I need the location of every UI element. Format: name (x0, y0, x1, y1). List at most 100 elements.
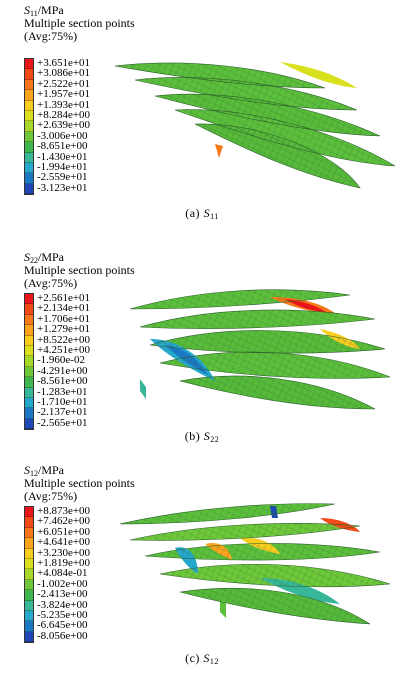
legend-swatch (25, 345, 33, 357)
legend-swatch (25, 59, 33, 70)
legend-level-label: +2.639e+00 (37, 119, 91, 132)
legend-level-label: +1.279e+01 (37, 323, 91, 336)
legend-swatch (25, 294, 33, 305)
legend-subtitle-a: Multiple section points (24, 16, 135, 30)
legend-swatch (25, 387, 33, 398)
legend-level-label: +1.819e+00 (37, 556, 91, 569)
legend-level-label: -1.002e+00 (37, 577, 88, 590)
legend-level-label: -1.430e+01 (37, 150, 88, 163)
legend-level-label: +4.251e+00 (37, 343, 91, 356)
legend-level-label: +8.522e+00 (37, 333, 91, 346)
legend-swatch (25, 548, 33, 559)
legend-swatch (25, 314, 33, 326)
legend-title-unit-c: /MPa (38, 463, 65, 477)
legend-level-label: -2.565e+01 (37, 416, 88, 429)
legend-swatch (25, 173, 33, 184)
legend-swatch (25, 408, 33, 419)
legend-swatch (25, 579, 33, 591)
legend-avg-b: (Avg:75%) (24, 276, 78, 290)
blade-group-b (129, 289, 391, 410)
legend-swatch (25, 79, 33, 91)
legend-level-label: +1.957e+01 (37, 88, 91, 101)
panel-c: S12/MPa Multiple section points (Avg:75%… (0, 460, 404, 677)
legend-avg-c: (Avg:75%) (24, 489, 78, 503)
legend-level-label: -1.710e+01 (37, 395, 88, 408)
legend-title-b: S22/MPa (24, 251, 64, 267)
legend-title-unit-b: /MPa (38, 250, 65, 264)
legend-subtitle-c: Multiple section points (24, 476, 135, 490)
legend-level-label: +8.284e+00 (37, 108, 91, 121)
fe-contour-plot-a (114, 62, 396, 189)
legend-swatch (25, 325, 33, 336)
legend-level-label: +6.051e+00 (37, 525, 91, 538)
caption-subscript-b: 22 (210, 435, 220, 444)
legend-level-label: +3.651e+01 (37, 57, 91, 69)
legend-swatch (25, 121, 33, 132)
legend-level-label: +3.230e+00 (37, 546, 91, 559)
legend-level-label: +2.561e+01 (37, 292, 91, 304)
fe-contour-plot-c (120, 503, 391, 625)
legend-swatch (25, 590, 33, 601)
legend-title-c: S12/MPa (24, 464, 64, 480)
legend-level-label: -2.413e+00 (37, 588, 88, 601)
legend-level-label: -4.291e+00 (37, 364, 88, 377)
legend-level-label: -8.651e+00 (37, 140, 88, 153)
caption-subscript-a: 11 (210, 212, 219, 221)
legend-color-bar-c (24, 506, 34, 644)
caption-c: (c) S12 (0, 651, 404, 666)
legend-level-label: +2.134e+01 (37, 302, 91, 315)
legend-labels-a: +3.651e+01 +3.086e+01 +2.522e+01 +1.957e+01… (37, 57, 91, 194)
legend-swatch (25, 110, 33, 122)
legend-level-label: -8.056e+00 (37, 629, 88, 642)
legend-swatch (25, 631, 33, 643)
legend-swatch (25, 538, 33, 549)
legend-title-symbol-b: S (24, 250, 30, 264)
legend-level-label: -5.235e+00 (37, 608, 88, 621)
panel-b: S22/MPa Multiple section points (Avg:75%… (0, 247, 404, 450)
fe-contour-plot-b (129, 289, 391, 410)
legend-level-label: +7.462e+00 (37, 515, 91, 528)
caption-prefix-b: (b) (184, 429, 201, 443)
blade-group-c (120, 503, 391, 625)
blade-group-a (114, 62, 396, 189)
legend-level-label: -6.645e+00 (37, 619, 88, 632)
legend-level-label: +4.084e-01 (37, 567, 88, 580)
legend-swatch (25, 183, 33, 195)
legend-title-a: S11/MPa (24, 4, 64, 20)
legend-title-subscript-b: 22 (30, 256, 38, 265)
legend-swatch (25, 142, 33, 153)
legend-level-label: -3.824e+00 (37, 598, 88, 611)
legend-level-label: -3.123e+01 (37, 181, 88, 194)
legend-title-symbol-a: S (24, 3, 30, 17)
caption-prefix-c: (c) (185, 651, 200, 665)
legend-swatch (25, 569, 33, 580)
legend-level-label: -2.137e+01 (37, 406, 88, 419)
legend-level-label: +4.641e+00 (37, 536, 91, 549)
caption-symbol-b: S (203, 429, 211, 443)
caption-symbol-a: S (203, 206, 211, 220)
stress-patch-b-red (285, 299, 326, 312)
legend-level-label: -3.006e+00 (37, 129, 88, 142)
legend-title-subscript-a: 11 (30, 9, 38, 18)
legend-swatch (25, 152, 33, 163)
legend-level-label: +1.393e+01 (37, 98, 91, 111)
legend-labels-b: +2.561e+01 +2.134e+01 +1.706e+01 +1.279e+01… (37, 292, 91, 429)
legend-swatch (25, 335, 33, 346)
legend-swatch (25, 162, 33, 174)
legend-swatch (25, 600, 33, 611)
legend-level-label: +2.522e+01 (37, 77, 91, 90)
legend-level-label: -2.559e+01 (37, 171, 88, 184)
legend-level-label: +1.706e+01 (37, 312, 91, 325)
caption-a: (a) S11 (0, 206, 404, 221)
legend-swatch (25, 610, 33, 622)
legend-level-label: -1.283e+01 (37, 385, 88, 398)
legend-swatch (25, 366, 33, 378)
legend-title-unit-a: /MPa (37, 3, 64, 17)
legend-level-label: +8.873e+00 (37, 505, 91, 517)
legend-swatch (25, 621, 33, 632)
panel-a: S11/MPa Multiple section points (Avg:75%… (0, 0, 404, 225)
caption-prefix-a: (a) (185, 206, 201, 220)
caption-symbol-c: S (203, 651, 210, 665)
legend-swatch (25, 507, 33, 518)
